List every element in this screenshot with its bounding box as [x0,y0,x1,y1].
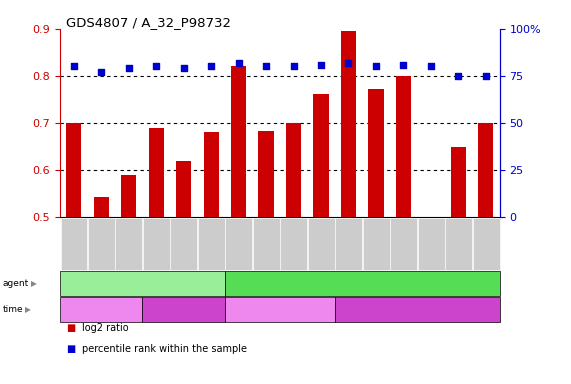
Text: GSM808647: GSM808647 [454,221,463,267]
Text: 3 h: 3 h [93,305,110,315]
Point [399,61,408,68]
Bar [61,218,87,270]
Point [481,73,490,79]
Text: GDS4807 / A_32_P98732: GDS4807 / A_32_P98732 [66,16,231,29]
Text: GSM808638: GSM808638 [262,221,271,267]
Text: control: control [124,278,160,289]
Bar [396,76,411,217]
Point [179,65,188,71]
Text: GSM808646: GSM808646 [207,221,216,267]
Text: ■: ■ [66,323,75,333]
Bar [198,218,225,270]
Point [234,60,243,66]
Text: 24 h: 24 h [172,305,195,315]
Bar [121,175,136,217]
Text: GSM808640: GSM808640 [289,221,298,267]
Text: agent: agent [3,279,29,288]
Bar [253,218,280,270]
Bar [335,297,500,322]
Text: time: time [3,305,23,314]
Text: GSM808645: GSM808645 [179,221,188,267]
Bar [60,271,225,296]
Point [151,63,160,70]
Bar [231,66,246,217]
Bar [473,218,500,270]
Point [262,63,271,70]
Point [316,61,325,68]
Bar [313,94,328,217]
Text: log2 ratio: log2 ratio [82,323,128,333]
Text: GSM808635: GSM808635 [372,221,381,267]
Bar [280,218,307,270]
Bar [445,218,472,270]
Point [96,69,106,75]
Bar [363,218,389,270]
Text: GSM808641: GSM808641 [317,221,326,267]
Point [371,63,380,70]
Text: GSM808644: GSM808644 [344,221,353,267]
Bar [176,161,191,217]
Bar [308,218,335,270]
Point [69,63,78,70]
Point [124,65,133,71]
Bar [478,123,493,217]
Text: GSM808637: GSM808637 [70,221,78,267]
Bar [451,147,466,217]
Bar [368,89,384,217]
Bar [203,132,219,217]
Text: 24 h: 24 h [405,305,429,315]
Bar [225,297,335,322]
Point [427,63,436,70]
Bar [88,218,115,270]
Bar [418,218,445,270]
Text: percentile rank within the sample: percentile rank within the sample [82,344,247,354]
Text: ■: ■ [66,344,75,354]
Bar [94,197,108,217]
Text: GSM808634: GSM808634 [152,221,161,267]
Text: GSM808642: GSM808642 [97,221,106,267]
Point [289,63,298,70]
Bar [170,218,198,270]
Bar [341,31,356,217]
Text: GSM808636: GSM808636 [399,221,408,267]
Text: ▶: ▶ [25,305,30,314]
Bar [60,297,142,322]
Bar [286,123,301,217]
Point [207,63,216,70]
Point [344,60,353,66]
Bar [115,218,142,270]
Text: 3 h: 3 h [272,305,288,315]
Bar [335,218,362,270]
Bar [226,218,252,270]
Text: GSM808639: GSM808639 [427,221,436,267]
Point [454,73,463,79]
Text: GSM808648: GSM808648 [482,221,490,267]
Text: ▶: ▶ [31,279,37,288]
Bar [148,127,164,217]
Bar [142,297,225,322]
Bar [225,271,500,296]
Bar [66,123,81,217]
Text: GSM808643: GSM808643 [124,221,134,267]
Text: GSM808633: GSM808633 [234,221,243,267]
Text: IL-17C: IL-17C [345,278,379,289]
Bar [259,131,274,217]
Bar [143,218,170,270]
Bar [391,218,417,270]
